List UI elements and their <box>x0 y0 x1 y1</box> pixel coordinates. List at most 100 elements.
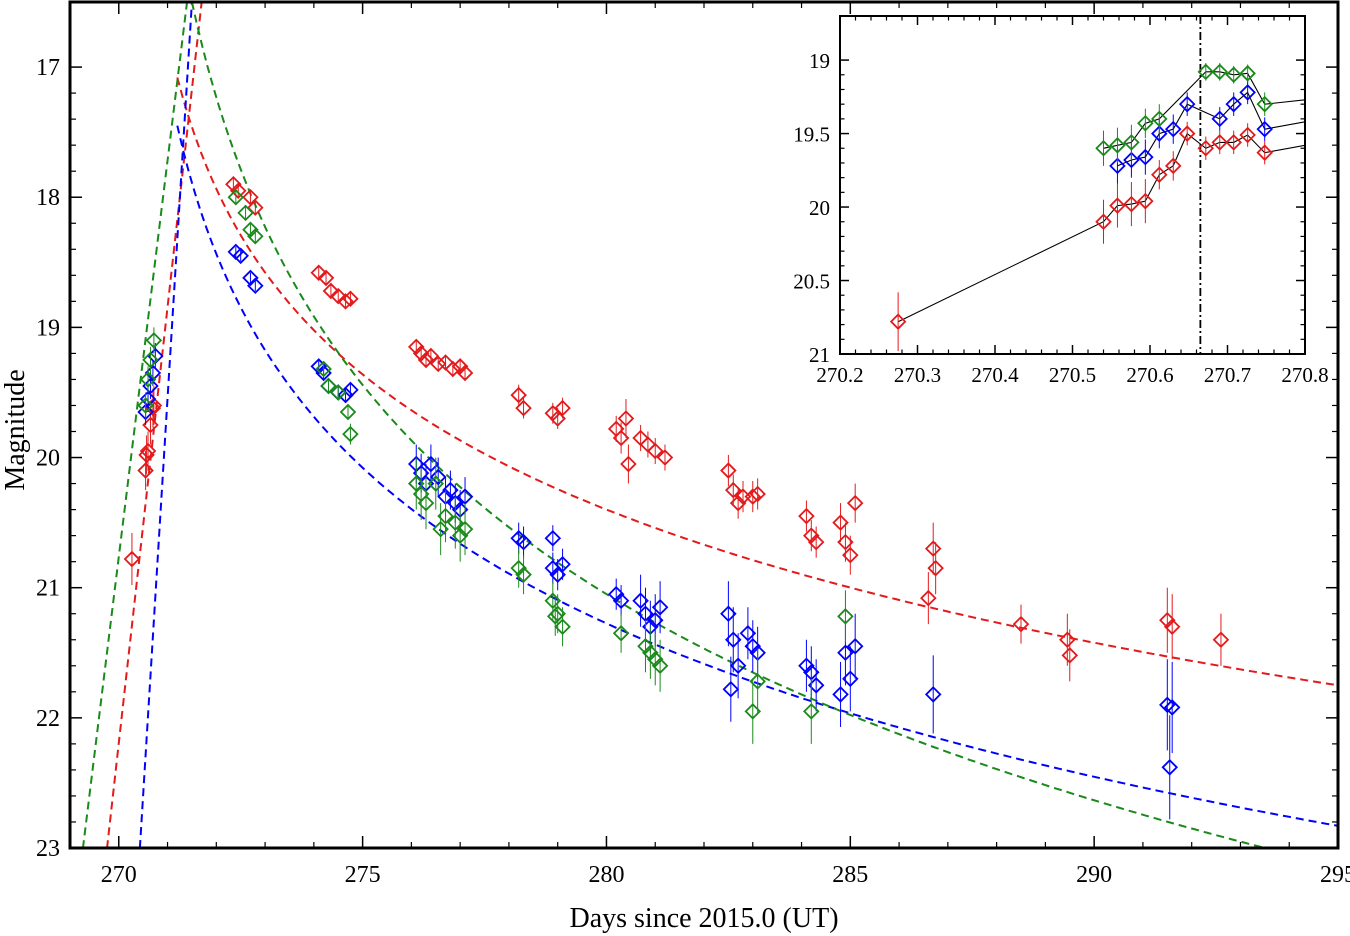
green-data-point <box>803 703 820 720</box>
red-data-point <box>749 485 766 503</box>
green-data-point <box>651 657 669 675</box>
red-fit <box>106 2 1338 848</box>
red-data-point <box>617 410 635 427</box>
red-data-point <box>407 338 425 356</box>
green-inset-data-point <box>1211 63 1229 81</box>
red-data-point <box>456 364 474 382</box>
main-x-tick-label: 290 <box>1076 862 1112 888</box>
blue-data-point <box>832 686 849 703</box>
red-data-point <box>137 462 154 479</box>
blue-data-point <box>429 468 447 486</box>
blue-data-point <box>1161 759 1179 776</box>
red-data-point <box>225 175 242 193</box>
red-data-point <box>412 345 430 362</box>
red-inset-data-point <box>1178 125 1196 142</box>
data-points <box>123 175 1230 820</box>
red-data-point <box>317 269 335 287</box>
red-data-point <box>1061 647 1079 664</box>
blue-data-point <box>242 269 259 287</box>
red-data-point <box>242 188 259 206</box>
blue-data-point <box>722 680 740 698</box>
red-data-point <box>554 399 571 417</box>
green-data-point <box>342 425 359 443</box>
series-red <box>123 175 1230 682</box>
inset-x-tick-label: 270.3 <box>894 363 941 387</box>
green-data-point <box>227 188 245 206</box>
blue-data-point <box>544 529 562 547</box>
blue-data-point <box>1163 699 1181 716</box>
red-data-point <box>1012 615 1030 633</box>
green-inset-data-point <box>1225 66 1242 84</box>
blue-inset-data-point <box>1151 125 1168 142</box>
main-x-tick-label: 275 <box>345 862 381 888</box>
green-fit <box>81 2 1266 848</box>
blue-data-point <box>651 598 669 616</box>
green-data-point <box>456 520 474 538</box>
red-inset-data-point <box>1239 126 1256 144</box>
main-y-tick-label: 18 <box>36 185 60 211</box>
inset-y-tick-label: 19.5 <box>793 123 830 147</box>
red-data-point <box>451 358 469 375</box>
main-plot-frame <box>68 0 1340 850</box>
red-data-point <box>927 559 944 577</box>
red-data-point <box>924 540 942 557</box>
green-fit-decay <box>190 2 1266 848</box>
red-inset-data-point <box>1211 134 1229 151</box>
red-data-point <box>247 199 264 216</box>
red-data-point <box>656 449 674 466</box>
green-inset-data-point <box>1256 95 1273 113</box>
green-inset-data-point <box>1137 115 1154 132</box>
red-inset-data-point <box>1095 213 1112 231</box>
red-data-point <box>322 282 340 300</box>
red-data-point <box>832 514 849 531</box>
red-inset-data-point <box>1123 195 1140 213</box>
blue-data-point <box>137 403 154 421</box>
inset-series-blue <box>1109 80 1273 184</box>
green-data-point <box>339 403 357 421</box>
inset-x-tick-label: 270.4 <box>971 363 1019 387</box>
green-inset-data-point <box>1151 110 1168 128</box>
red-data-point <box>329 287 347 305</box>
main-y-tick-label: 23 <box>36 836 60 862</box>
main-x-tick-label: 285 <box>832 862 868 888</box>
main-x-tick-label: 280 <box>588 862 624 888</box>
green-inset-data-point <box>1123 134 1140 151</box>
blue-data-point <box>515 533 532 551</box>
inset-y-tick-label: 20.5 <box>793 270 830 294</box>
red-fit-decay <box>176 77 1338 687</box>
green-data-point <box>315 360 332 378</box>
red-data-point <box>123 550 141 568</box>
blue-data-point <box>342 381 359 399</box>
green-data-point <box>137 397 154 414</box>
red-data-point <box>1059 631 1076 649</box>
green-data-point <box>437 507 454 525</box>
blue-data-point <box>729 657 747 675</box>
main-y-tick-label: 19 <box>36 315 60 341</box>
inset-background <box>840 16 1305 354</box>
inset-plot: 270.2 270.3 270.4 270.5 270.6 270.7 270.8 19 19.… <box>793 15 1329 387</box>
main-y-tick-label: 21 <box>36 576 60 602</box>
red-inset-data-point <box>889 313 907 330</box>
main-y-tick-label: 22 <box>36 706 60 732</box>
red-fit-rise <box>106 2 203 848</box>
green-data-point <box>417 494 435 512</box>
inset-y-tick-label: 20 <box>809 196 830 220</box>
red-inset-data-point <box>1256 144 1273 161</box>
main-y-tick-label: 20 <box>36 446 60 472</box>
red-inset-data-point <box>1151 166 1168 183</box>
green-data-point <box>554 618 571 636</box>
blue-inset-data-point <box>1256 120 1273 138</box>
inset-x-tick-label: 270.7 <box>1204 363 1251 387</box>
red-data-point <box>510 386 527 404</box>
blue-data-point <box>924 686 942 703</box>
red-data-point <box>842 546 859 564</box>
red-data-point <box>444 360 462 378</box>
red-data-point <box>310 264 327 281</box>
blue-inset-data-point <box>1239 84 1256 101</box>
green-fit-rise <box>81 2 189 848</box>
inset-data-points <box>889 63 1273 352</box>
fit-curves <box>81 2 1338 848</box>
green-inset-data-point <box>1095 139 1112 157</box>
red-data-point <box>646 442 664 460</box>
green-data-point <box>142 351 159 369</box>
